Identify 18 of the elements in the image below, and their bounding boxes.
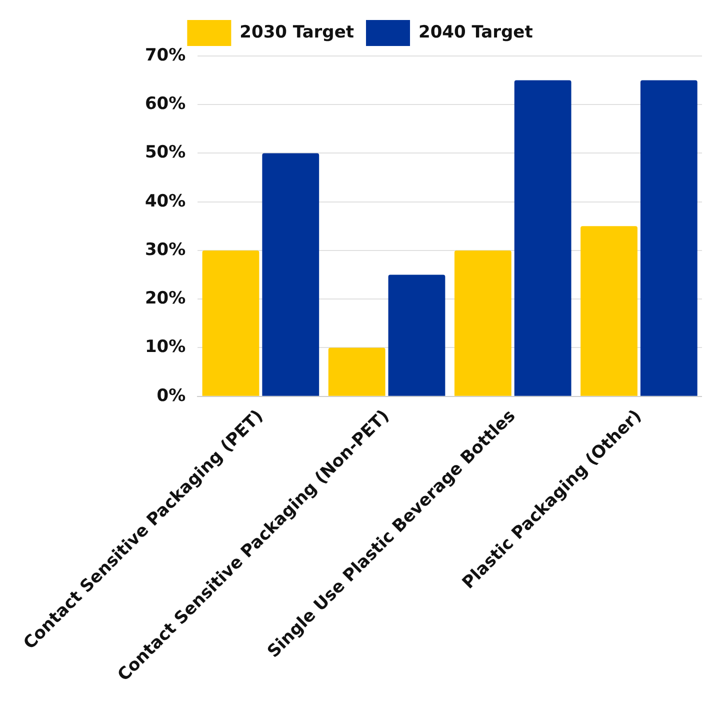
bar <box>262 153 320 396</box>
bar <box>202 250 260 396</box>
y-tick-label: 40% <box>144 191 186 212</box>
y-tick-label: 50% <box>144 142 186 163</box>
bar <box>388 274 446 396</box>
y-tick-label: 0% <box>156 386 186 406</box>
bar <box>454 250 512 396</box>
legend-label: 2030 Target <box>240 22 354 42</box>
bar <box>640 80 698 396</box>
legend-label: 2040 Target <box>418 22 533 42</box>
bar <box>328 348 386 396</box>
y-tick-label: 20% <box>144 288 186 309</box>
y-tick-label: 10% <box>144 337 186 358</box>
y-tick-label: 30% <box>144 240 186 260</box>
bar <box>580 226 638 396</box>
y-tick-label: 70% <box>144 45 186 66</box>
y-tick-label: 60% <box>144 94 186 114</box>
bar <box>514 80 572 396</box>
